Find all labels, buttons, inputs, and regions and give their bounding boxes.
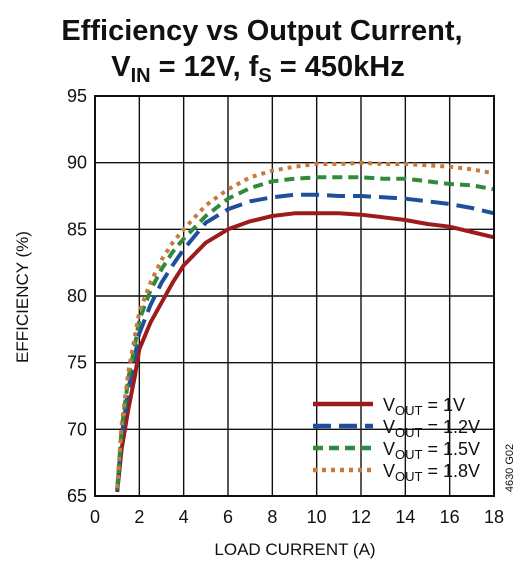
series-line-1 bbox=[115, 211, 495, 493]
chart-title: Efficiency vs Output Current, VIN = 12V,… bbox=[61, 15, 462, 87]
x-tick-label: 12 bbox=[351, 507, 371, 527]
title-vin-rest: = 12V, f bbox=[151, 51, 259, 83]
legend-label-1: VOUT = 1V bbox=[383, 395, 465, 418]
title-line-1: Efficiency vs Output Current, bbox=[61, 15, 462, 47]
y-tick-label: 95 bbox=[67, 86, 87, 106]
legend-label-2: VOUT = 1.2V bbox=[383, 417, 480, 440]
series-lines bbox=[115, 160, 495, 493]
legend-label-sub: OUT bbox=[395, 403, 423, 418]
x-tick-label: 2 bbox=[134, 507, 144, 527]
x-tick-label: 14 bbox=[395, 507, 415, 527]
title-vin-sub: IN bbox=[131, 65, 151, 87]
x-tick-label: 4 bbox=[179, 507, 189, 527]
y-tick-label: 75 bbox=[67, 353, 87, 373]
legend-label-rest: = 1V bbox=[422, 395, 465, 415]
y-axis-label: EFFICIENCY (%) bbox=[13, 231, 32, 363]
x-tick-label: 8 bbox=[267, 507, 277, 527]
series-line-2 bbox=[115, 192, 495, 491]
y-tick-label: 80 bbox=[67, 286, 87, 306]
legend-label-4: VOUT = 1.8V bbox=[383, 461, 480, 484]
legend-label-rest: = 1.2V bbox=[422, 417, 480, 437]
legend-label-rest: = 1.5V bbox=[422, 439, 480, 459]
legend-label-main: V bbox=[383, 461, 395, 481]
x-tick-label: 0 bbox=[90, 507, 100, 527]
y-tick-label: 90 bbox=[67, 153, 87, 173]
x-tick-label: 18 bbox=[484, 507, 504, 527]
title-fs-rest: = 450kHz bbox=[272, 51, 405, 83]
y-tick-label: 70 bbox=[67, 419, 87, 439]
series-line-3 bbox=[115, 175, 495, 490]
plot-frame bbox=[94, 95, 495, 497]
y-tick-label: 85 bbox=[67, 219, 87, 239]
legend-label-3: VOUT = 1.5V bbox=[383, 439, 480, 462]
x-axis-label: LOAD CURRENT (A) bbox=[214, 540, 375, 559]
x-tick-label: 16 bbox=[440, 507, 460, 527]
x-tick-label: 10 bbox=[307, 507, 327, 527]
x-tick-label: 6 bbox=[223, 507, 233, 527]
legend-label-sub: OUT bbox=[395, 469, 423, 484]
legend-label-main: V bbox=[383, 395, 395, 415]
title-line-2: VIN = 12V, fS = 450kHz bbox=[111, 51, 404, 87]
y-tick-label: 65 bbox=[67, 486, 87, 506]
tick-labels: 0 2 4 6 8 10 12 14 16 18 65 70 75 80 85 90 95 bbox=[67, 86, 504, 527]
legend-label-main: V bbox=[383, 439, 395, 459]
legend-label-sub: OUT bbox=[395, 447, 423, 462]
legend-label-sub: OUT bbox=[395, 425, 423, 440]
title-fs-sub: S bbox=[258, 65, 271, 87]
legend-label-main: V bbox=[383, 417, 395, 437]
title-vin-main: V bbox=[111, 51, 131, 83]
legend-label-rest: = 1.8V bbox=[422, 461, 480, 481]
figure-code: 4630 G02 bbox=[504, 444, 516, 492]
